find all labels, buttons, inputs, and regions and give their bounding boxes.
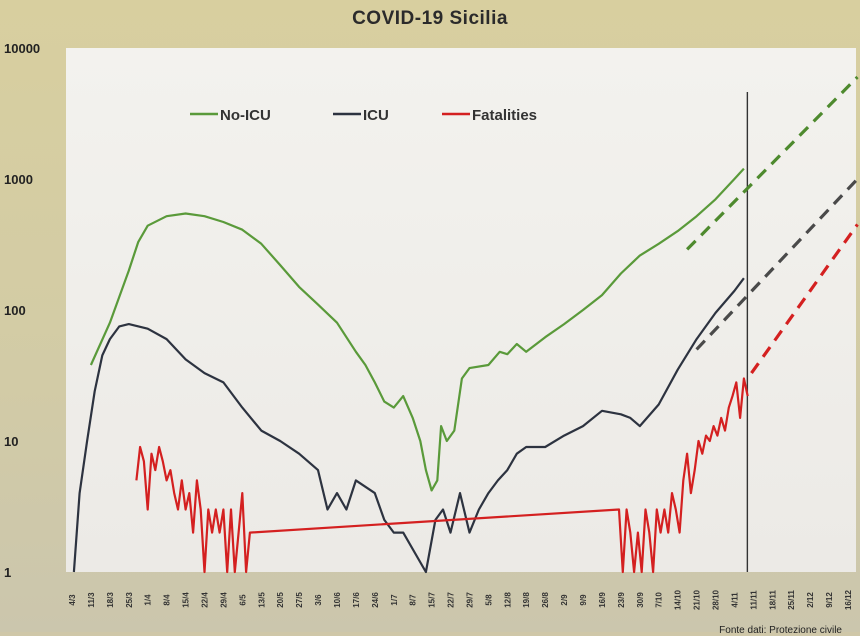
series-line-icu [72,277,745,574]
projection-line-no-icu [685,75,859,251]
x-tick-label: 4/3 [68,594,77,606]
x-tick-label: 29/4 [219,592,228,608]
x-tick-label: 3/6 [314,594,323,606]
x-tick-label: 8/7 [409,594,418,606]
x-tick-label: 29/7 [465,592,474,608]
x-tick-label: 12/8 [503,592,512,608]
x-tick-label: 21/10 [693,589,702,610]
x-tick-label: 27/5 [295,592,304,608]
x-tick-label: 6/5 [238,594,247,606]
y-tick-label: 10000 [4,41,40,56]
x-tick-label: 18/3 [106,592,115,608]
x-tick-label: 22/7 [447,592,456,608]
y-tick-label: 1000 [4,172,33,187]
x-tick-label: 8/4 [163,594,172,606]
data-source-footer: Fonte dati: Protezione civile [719,625,842,636]
x-tick-label: 26/8 [541,592,550,608]
x-tick-label: 14/10 [674,589,683,610]
x-tick-label: 16/9 [598,592,607,608]
x-tick-label: 10/6 [333,592,342,608]
x-tick-label: 19/8 [522,592,531,608]
x-tick-label: 16/12 [844,589,853,610]
x-tick-label: 30/9 [636,592,645,608]
x-tick-label: 7/10 [655,592,664,608]
x-tick-label: 5/8 [484,594,493,606]
x-tick-label: 22/4 [200,592,209,608]
x-tick-label: 20/5 [276,592,285,608]
x-tick-label: 9/9 [579,594,588,606]
x-tick-label: 2/9 [560,594,569,606]
projection-line-fatalities [750,223,859,375]
x-tick-label: 28/10 [712,589,721,610]
x-tick-label: 2/12 [806,592,815,608]
projection-line-icu [695,177,859,351]
x-tick-label: 15/7 [428,592,437,608]
x-tick-label: 4/11 [730,592,739,608]
y-tick-label: 100 [4,303,26,318]
legend-label: Fatalities [472,107,537,124]
x-tick-label: 9/12 [825,592,834,608]
x-tick-label: 13/5 [257,592,266,608]
x-tick-label: 25/3 [125,592,134,608]
x-tick-label: 17/6 [352,592,361,608]
legend-label: ICU [363,107,389,124]
chart-title: COVID-19 Sicilia [352,8,508,29]
legend-label: No-ICU [220,107,271,124]
x-tick-label: 18/11 [768,590,777,610]
x-tick-label: 15/4 [182,592,191,608]
x-tick-label: 1/7 [390,594,399,606]
y-tick-label: 10 [4,434,18,449]
x-tick-label: 11/11 [749,590,758,610]
x-tick-label: 24/6 [371,592,380,608]
series-line-no-icu [89,167,745,492]
x-tick-label: 11/3 [87,592,96,608]
x-tick-label: 1/4 [144,594,153,606]
y-tick-label: 1 [4,565,11,580]
x-tick-label: 23/9 [617,592,626,608]
x-tick-label: 25/11 [787,590,796,610]
series-line-fatalities [135,377,749,574]
